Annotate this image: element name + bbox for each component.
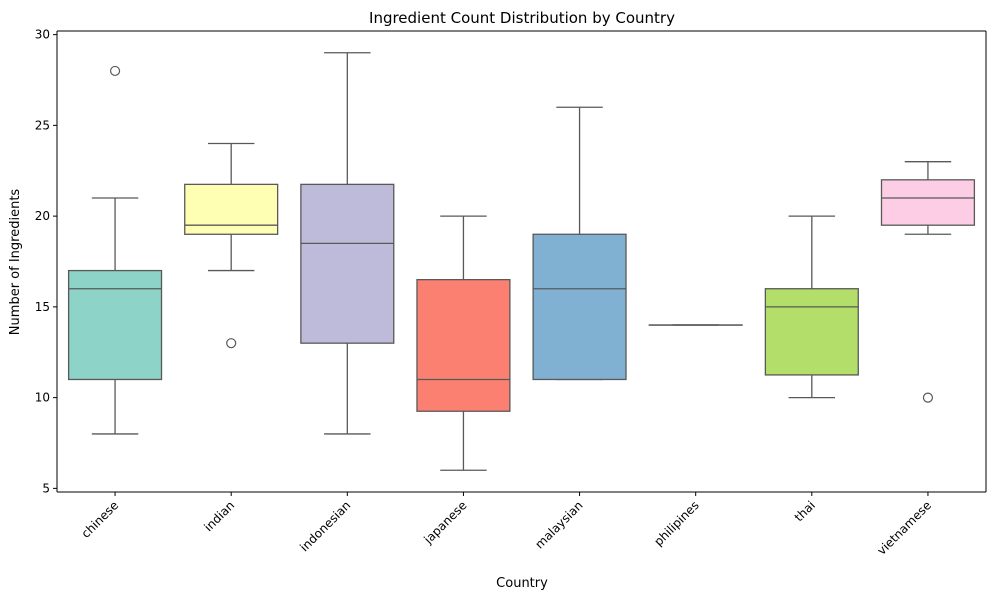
box-thai xyxy=(765,289,858,375)
outlier-point-indian xyxy=(227,339,236,348)
x-tick-label-philipines: philipines xyxy=(651,498,702,549)
x-axis-label: Country xyxy=(496,576,548,591)
box-malaysian xyxy=(533,234,626,379)
y-tick-label: 20 xyxy=(35,209,50,223)
y-tick-label: 30 xyxy=(35,28,50,42)
y-axis-label: Number of Ingredients xyxy=(8,189,23,336)
box-chinese xyxy=(69,271,162,380)
x-tick-label-japanese: japanese xyxy=(421,498,470,547)
outlier-point-vietnamese xyxy=(923,393,932,402)
x-tick-label-chinese: chinese xyxy=(79,498,122,541)
x-tick-label-vietnamese: vietnamese xyxy=(875,498,935,558)
y-tick-label: 25 xyxy=(35,118,50,132)
box-indian xyxy=(185,184,278,234)
x-tick-label-malaysian: malaysian xyxy=(532,498,585,551)
plot-area: 5 10 15 20 25 30 chinese indian indonesian japane… xyxy=(35,28,986,558)
y-tick-label: 15 xyxy=(35,300,50,314)
box-japanese xyxy=(417,280,510,412)
chart-title: Ingredient Count Distribution by Country xyxy=(369,9,675,27)
y-tick-label: 10 xyxy=(35,391,50,405)
y-tick-label: 5 xyxy=(42,481,50,495)
box-vietnamese xyxy=(881,180,974,225)
x-tick-label-indian: indian xyxy=(201,498,237,534)
box-indonesian xyxy=(301,184,394,343)
x-tick-label-indonesian: indonesian xyxy=(297,498,353,554)
x-tick-label-thai: thai xyxy=(792,498,818,524)
outlier-point-chinese xyxy=(111,66,120,75)
